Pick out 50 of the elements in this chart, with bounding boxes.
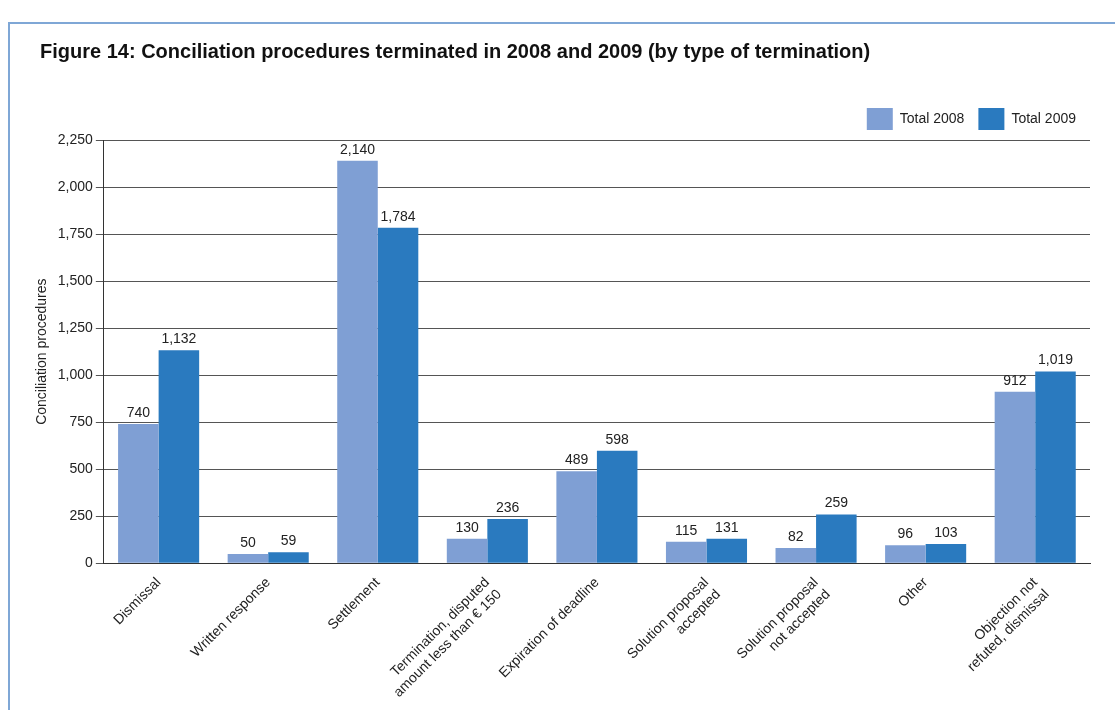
bar xyxy=(268,552,309,563)
bar xyxy=(816,514,857,563)
y-tick-label: 500 xyxy=(69,460,94,477)
data-label: 131 xyxy=(715,518,739,535)
bar xyxy=(775,547,817,563)
data-label: 740 xyxy=(126,403,151,420)
bar xyxy=(885,545,926,563)
data-label: 1,784 xyxy=(380,207,416,224)
y-tick-label: 1,250 xyxy=(57,319,94,335)
data-label: 103 xyxy=(934,523,958,540)
data-label: 59 xyxy=(280,532,297,549)
bar xyxy=(994,391,1036,563)
bar xyxy=(925,543,967,563)
data-label: 115 xyxy=(675,521,698,538)
bar xyxy=(1035,371,1076,563)
data-label: 2,140 xyxy=(339,140,376,157)
data-label: 96 xyxy=(897,525,914,542)
bar xyxy=(487,518,528,563)
y-tick-label: 2,250 xyxy=(57,130,94,147)
y-tick-label: 1,750 xyxy=(57,224,94,241)
y-tick-label: 2,000 xyxy=(57,177,94,194)
data-label: 130 xyxy=(455,518,479,535)
data-label: 50 xyxy=(240,533,256,550)
bar xyxy=(665,541,707,563)
bar xyxy=(706,538,748,563)
data-label: 598 xyxy=(605,430,630,447)
y-tick-label: 750 xyxy=(69,413,94,430)
legend-label: Total 2009 xyxy=(1011,109,1077,126)
bar xyxy=(337,160,378,563)
bar xyxy=(556,471,597,563)
data-label: 1,132 xyxy=(161,330,197,347)
y-axis-title: Conciliation procedures xyxy=(33,278,50,425)
data-label: 912 xyxy=(1003,371,1027,388)
bar xyxy=(227,553,269,563)
bar xyxy=(377,227,419,563)
y-tick-label: 0 xyxy=(85,554,94,571)
data-label: 489 xyxy=(564,451,589,468)
bar xyxy=(596,450,638,563)
y-tick-label: 1,500 xyxy=(57,271,94,288)
data-label: 1,019 xyxy=(1037,351,1074,368)
chart-title: Figure 14: Conciliation procedures terminated in 2008 and 2009 (by type of termination) xyxy=(40,40,871,63)
bar xyxy=(446,538,488,563)
bar xyxy=(158,350,200,563)
data-label: 82 xyxy=(788,527,804,544)
data-label: 259 xyxy=(824,494,849,511)
y-tick-label: 250 xyxy=(69,507,94,524)
y-tick-label: 1,000 xyxy=(57,366,94,383)
legend-label: Total 2008 xyxy=(899,109,965,126)
bar xyxy=(118,424,159,563)
data-label: 236 xyxy=(495,498,520,515)
